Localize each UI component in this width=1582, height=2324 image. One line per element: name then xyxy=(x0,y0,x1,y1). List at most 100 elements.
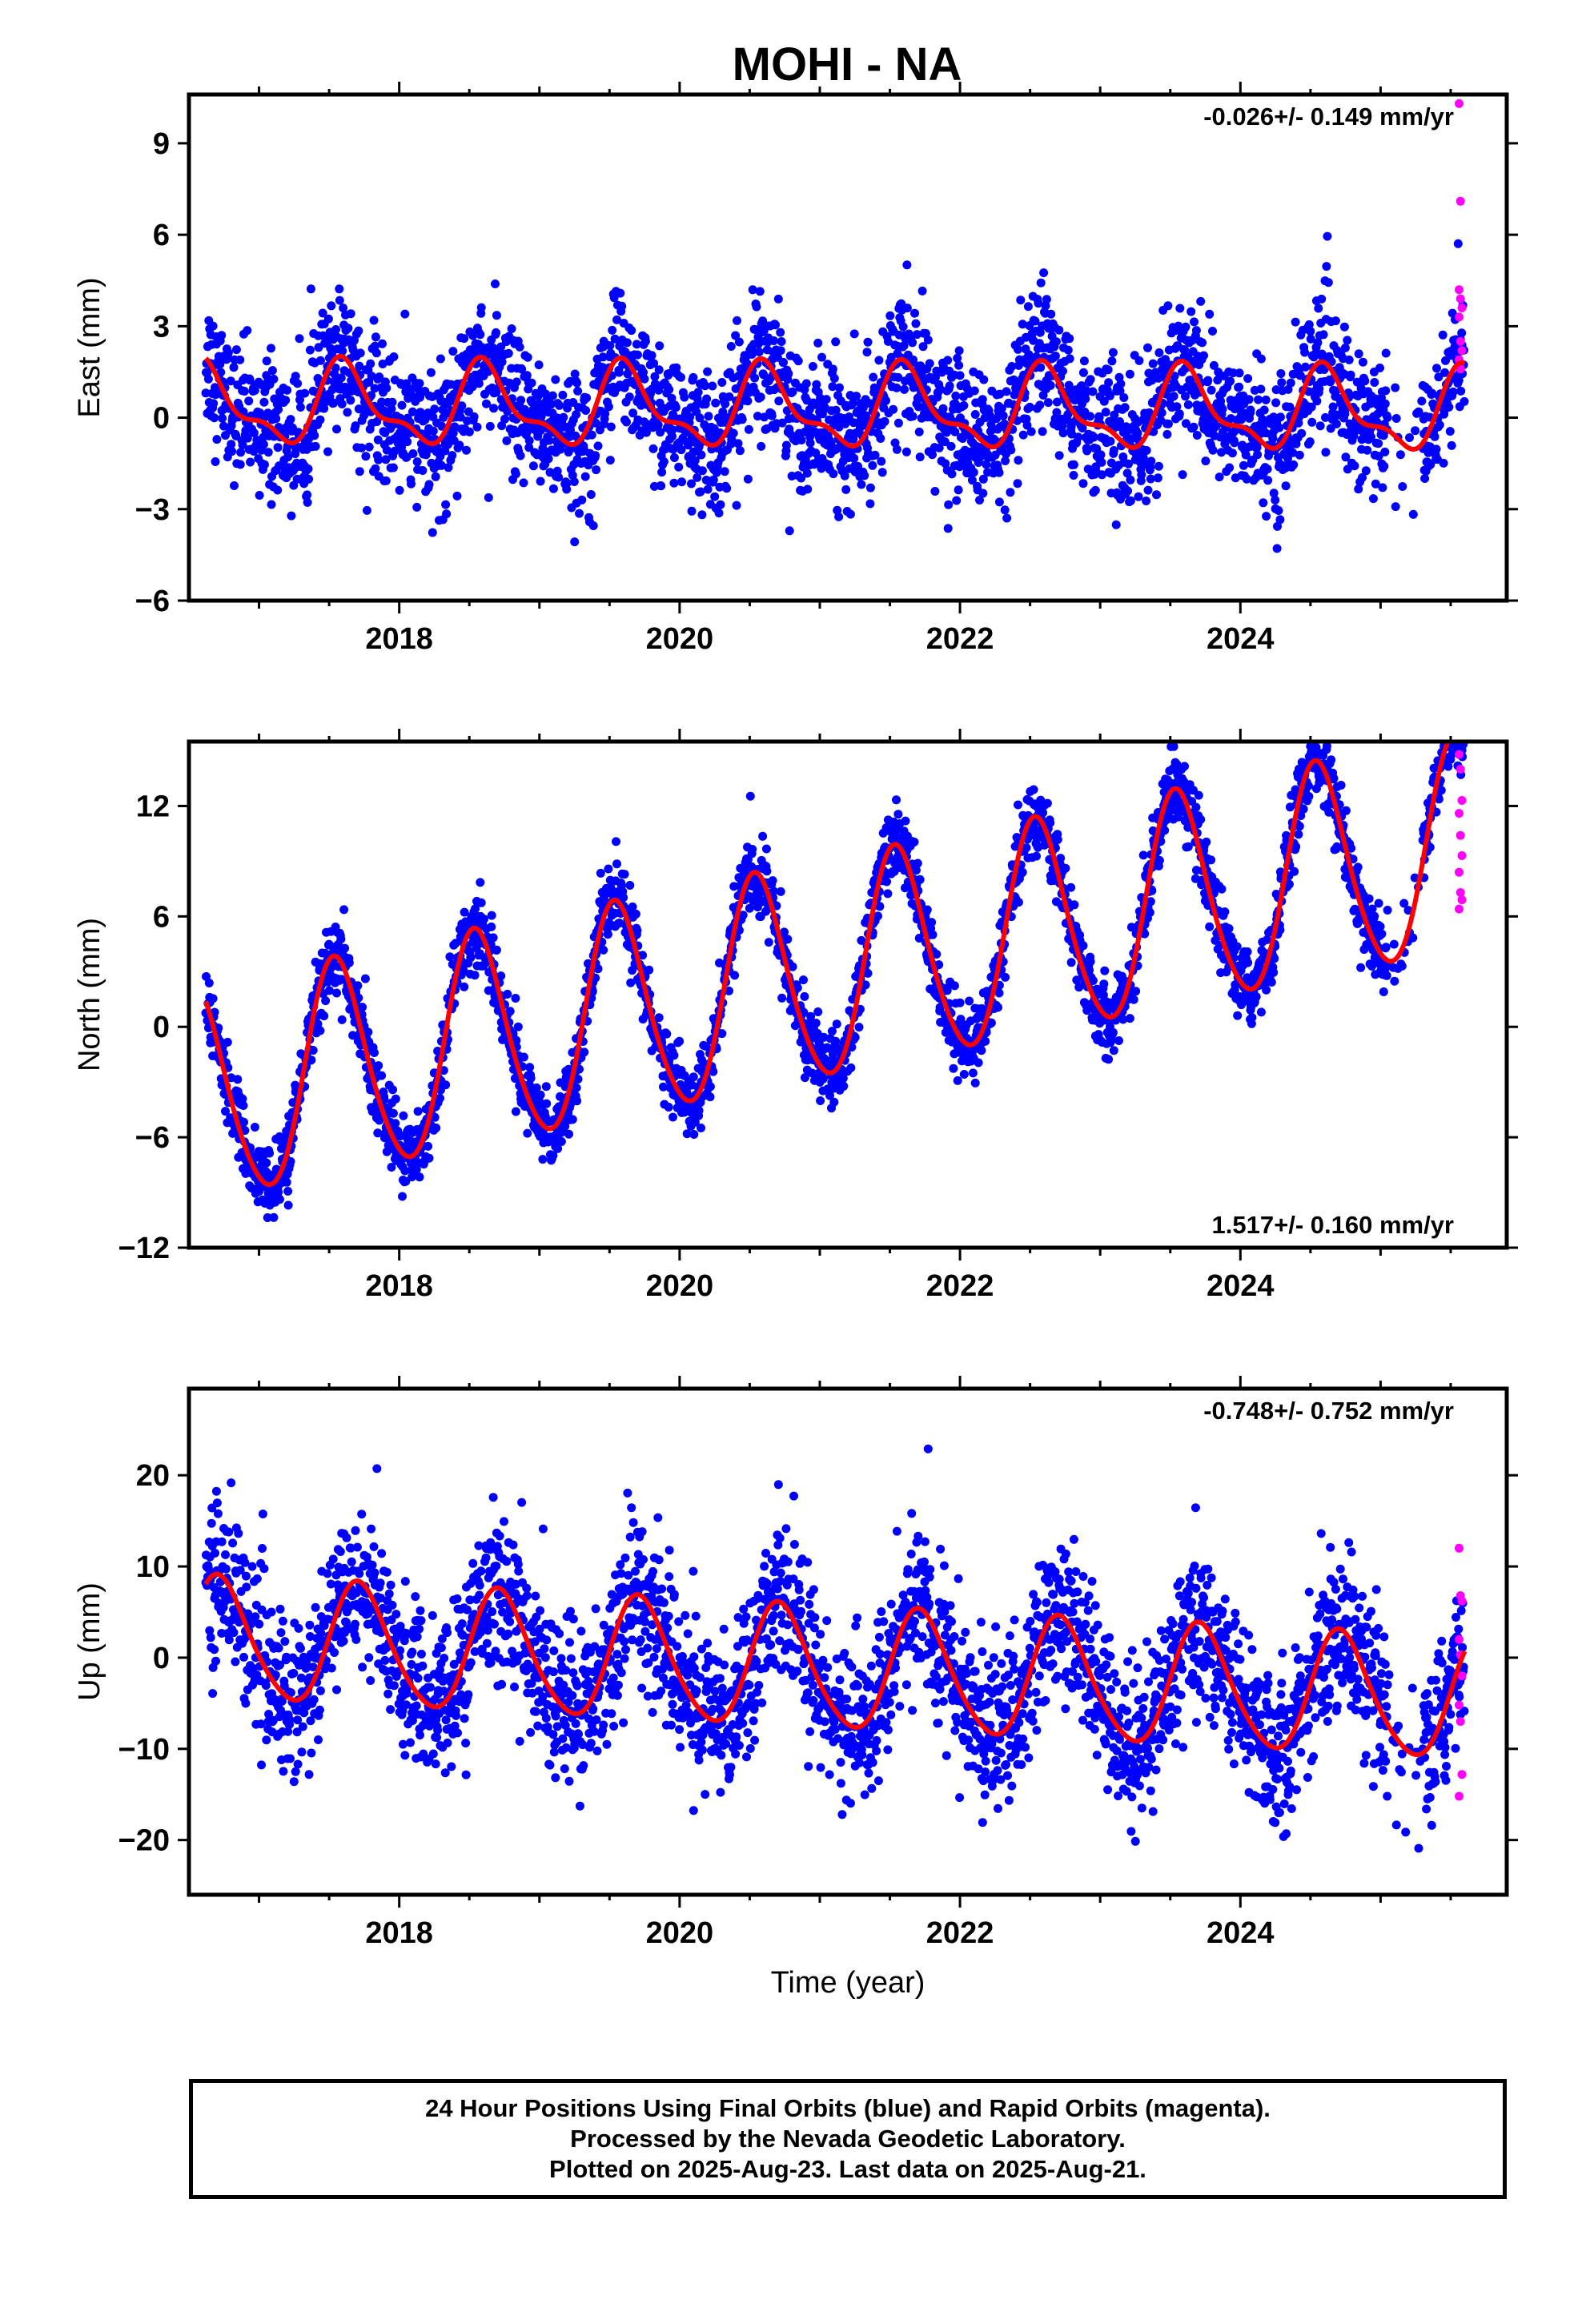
data-point xyxy=(852,392,861,401)
data-point xyxy=(675,1036,685,1046)
data-point xyxy=(994,1003,1002,1012)
data-point xyxy=(375,372,384,382)
data-point xyxy=(1246,405,1255,415)
data-point xyxy=(811,1019,821,1027)
data-point xyxy=(876,434,885,443)
data-point xyxy=(273,443,283,452)
data-point xyxy=(545,468,555,477)
data-point xyxy=(734,873,744,883)
data-point xyxy=(593,964,603,974)
data-point xyxy=(841,485,851,494)
data-point xyxy=(616,288,625,298)
data-point xyxy=(293,379,303,388)
data-point xyxy=(875,902,885,911)
data-point xyxy=(362,505,371,515)
data-point xyxy=(695,413,705,423)
data-point xyxy=(558,390,568,400)
data-point xyxy=(704,412,713,421)
data-point xyxy=(1082,446,1092,456)
data-point xyxy=(1434,372,1443,382)
data-point xyxy=(1109,446,1118,455)
data-point xyxy=(755,287,765,296)
data-point xyxy=(934,443,944,452)
data-point xyxy=(626,978,636,987)
data-point xyxy=(829,469,838,479)
data-point xyxy=(1050,352,1060,360)
data-point xyxy=(1096,450,1106,460)
data-point xyxy=(370,341,379,351)
data-point xyxy=(353,981,363,991)
data-point xyxy=(625,881,635,890)
data-point xyxy=(1163,301,1173,311)
data-point xyxy=(725,392,734,401)
data-point xyxy=(1263,464,1272,474)
data-point xyxy=(339,304,348,313)
data-point xyxy=(1274,506,1283,515)
data-point xyxy=(223,1037,232,1047)
data-point xyxy=(950,981,959,991)
data-point xyxy=(1391,383,1400,392)
data-point xyxy=(835,383,844,392)
data-point xyxy=(834,512,844,521)
data-point xyxy=(1343,464,1352,474)
data-point xyxy=(631,909,640,919)
data-point xyxy=(308,1046,318,1055)
data-point xyxy=(397,400,407,410)
data-point xyxy=(998,411,1008,420)
data-point xyxy=(211,457,220,466)
data-point xyxy=(387,404,396,414)
data-point xyxy=(1305,437,1315,447)
data-point xyxy=(732,501,741,510)
data-point xyxy=(1283,384,1293,394)
data-point xyxy=(697,510,707,520)
data-point xyxy=(754,348,764,356)
data-point xyxy=(1439,458,1448,468)
data-point xyxy=(1283,453,1292,463)
rapid-point xyxy=(1455,99,1464,108)
data-point xyxy=(883,889,893,899)
data-point xyxy=(1218,404,1227,414)
data-point xyxy=(653,420,663,430)
data-point xyxy=(970,1078,980,1088)
data-point xyxy=(313,1019,323,1029)
data-point xyxy=(588,521,598,530)
data-point xyxy=(1069,471,1078,480)
data-point xyxy=(818,1074,828,1084)
data-point xyxy=(1120,403,1130,412)
data-point xyxy=(374,455,383,464)
data-point xyxy=(648,444,658,453)
data-point xyxy=(779,357,788,367)
data-point xyxy=(1275,423,1284,432)
data-point xyxy=(591,418,600,428)
data-point xyxy=(640,336,650,346)
data-point xyxy=(1454,376,1464,385)
data-point xyxy=(965,996,974,1006)
data-point xyxy=(373,1128,383,1138)
data-point xyxy=(735,446,745,456)
data-point xyxy=(460,907,469,917)
data-point xyxy=(335,284,344,294)
data-point xyxy=(951,391,961,400)
data-point xyxy=(544,454,553,464)
data-point xyxy=(255,491,264,500)
data-point xyxy=(431,472,440,481)
data-point xyxy=(1285,402,1295,412)
data-point xyxy=(1291,317,1300,327)
data-point xyxy=(371,464,380,473)
data-point xyxy=(274,1188,283,1197)
data-point xyxy=(892,444,901,454)
data-point xyxy=(544,436,554,445)
data-point xyxy=(950,427,960,436)
data-point xyxy=(701,1042,711,1051)
data-point xyxy=(1319,330,1328,340)
data-point xyxy=(600,409,610,419)
data-point xyxy=(849,453,859,463)
data-point xyxy=(799,975,808,985)
frame-east xyxy=(187,92,1509,603)
data-point xyxy=(915,452,925,462)
data-point xyxy=(351,421,360,431)
data-point xyxy=(603,930,612,939)
data-point xyxy=(813,338,823,348)
data-point xyxy=(669,453,679,462)
data-point xyxy=(215,360,225,369)
